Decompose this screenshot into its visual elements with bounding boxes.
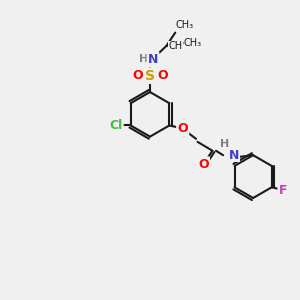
Text: H: H [139, 54, 148, 64]
Text: S: S [145, 69, 155, 83]
Text: Cl: Cl [109, 119, 122, 132]
Text: F: F [279, 184, 287, 197]
Text: O: O [132, 69, 143, 82]
Text: CH₃: CH₃ [176, 20, 194, 30]
Text: N: N [148, 53, 158, 66]
Text: O: O [198, 158, 209, 171]
Text: N: N [229, 149, 240, 162]
Text: H: H [220, 139, 230, 149]
Text: O: O [157, 69, 168, 82]
Text: CH₃: CH₃ [184, 38, 202, 48]
Text: CH: CH [168, 41, 183, 51]
Text: O: O [177, 122, 188, 135]
